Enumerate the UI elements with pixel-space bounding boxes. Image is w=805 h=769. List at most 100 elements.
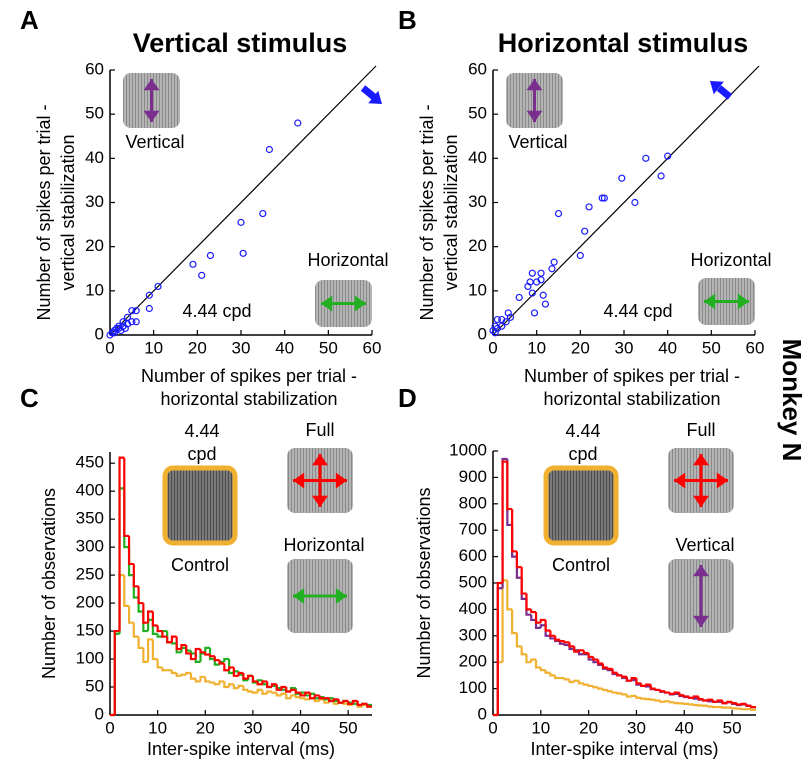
histogram-step	[285, 687, 292, 693]
histogram-step	[299, 697, 306, 700]
histogram-step	[299, 692, 306, 697]
arrow-head	[716, 472, 728, 489]
point	[108, 329, 116, 337]
y-axis-label: vertical stabilization	[441, 134, 461, 290]
histogram-step	[247, 689, 253, 693]
y-tick-label: 800	[459, 493, 487, 512]
histogram-step	[673, 691, 680, 694]
point	[550, 258, 558, 266]
annotation: 4.44	[565, 421, 600, 441]
histogram-step	[558, 639, 565, 643]
series-label: Horizontal	[283, 535, 364, 555]
arrow-head	[143, 79, 160, 91]
histogram-step	[664, 691, 670, 694]
x-tick-label: 40	[291, 718, 310, 737]
y-tick-label: 30	[468, 192, 487, 211]
y-tick-label: 50	[85, 104, 104, 123]
point	[145, 304, 153, 313]
y-tick-label: 400	[76, 481, 104, 500]
histogram-step	[750, 705, 756, 709]
histogram-step	[750, 708, 756, 711]
point	[585, 203, 593, 211]
point	[189, 260, 197, 268]
histogram-step	[577, 680, 584, 685]
histogram-step	[678, 692, 685, 697]
point	[259, 209, 267, 218]
y-tick-label: 300	[459, 625, 487, 644]
point	[121, 324, 129, 332]
x-axis-label: horizontal stabilization	[543, 389, 720, 409]
x-axis-label: Number of spikes per trial -	[141, 366, 357, 386]
grating-inset	[162, 465, 238, 546]
point	[198, 271, 206, 279]
histogram-step	[735, 703, 742, 706]
histogram-step	[280, 685, 287, 690]
histogram-step	[323, 699, 330, 704]
y-tick-label: 0	[95, 324, 104, 343]
histogram-step	[730, 701, 737, 705]
histogram-step	[707, 705, 713, 708]
histogram-step	[285, 693, 292, 700]
arrow-head	[693, 454, 709, 466]
y-tick-label: 600	[459, 546, 487, 565]
histogram-step	[534, 612, 541, 624]
histogram-step	[227, 666, 234, 671]
y-tick-label: 150	[76, 621, 104, 640]
histogram-step	[223, 681, 230, 689]
histogram-step	[668, 692, 675, 695]
panel-letter: A	[20, 5, 39, 35]
point	[110, 329, 118, 337]
histogram-step	[616, 692, 623, 695]
arrow-head	[693, 565, 709, 577]
histogram-step	[242, 685, 249, 691]
histogram-step	[161, 667, 168, 672]
histogram-step	[515, 633, 522, 648]
arrow-head	[704, 293, 716, 310]
x-axis-label: horizontal stabilization	[160, 389, 337, 409]
histogram-step	[544, 619, 551, 632]
histogram-step	[621, 693, 627, 696]
series-label: Vertical	[675, 535, 734, 555]
histogram-step	[142, 603, 149, 624]
histogram-step	[740, 708, 747, 711]
histogram-step	[132, 563, 139, 588]
histogram-step	[664, 700, 670, 703]
histogram-step	[616, 672, 623, 677]
histogram-step	[261, 689, 268, 695]
histogram-step	[525, 593, 532, 611]
histogram-step	[587, 652, 594, 659]
point	[554, 209, 563, 218]
point	[123, 313, 132, 321]
histogram-step	[582, 683, 589, 686]
x-tick-label: 10	[148, 718, 167, 737]
x-tick-label: 20	[188, 338, 207, 357]
histogram-step	[151, 639, 158, 661]
histogram-step	[597, 687, 603, 690]
x-tick-label: 20	[571, 338, 590, 357]
histogram-step	[654, 699, 661, 702]
histogram-step	[621, 675, 627, 678]
histogram-step	[568, 642, 575, 648]
point	[128, 307, 136, 315]
x-tick-label: 10	[531, 718, 550, 737]
y-axis-label: Number of observations	[39, 488, 59, 679]
histogram-step	[515, 551, 522, 569]
y-tick-label: 400	[459, 599, 487, 618]
point	[537, 269, 545, 277]
y-axis-label: Number of spikes per trial -	[34, 104, 54, 320]
histogram-step	[520, 646, 527, 656]
y-tick-label: 50	[468, 104, 487, 123]
annotation: Horizontal	[307, 250, 388, 270]
arrow-head	[693, 495, 709, 507]
y-tick-label: 0	[95, 704, 104, 723]
point	[600, 194, 608, 202]
y-tick-label: 200	[459, 652, 487, 671]
histogram-step	[692, 703, 699, 707]
histogram-step	[251, 691, 258, 694]
histogram-step	[644, 683, 651, 686]
histogram-step	[232, 684, 239, 690]
arrow-head	[526, 79, 543, 91]
histogram-step	[640, 683, 647, 688]
histogram-step	[261, 680, 268, 685]
